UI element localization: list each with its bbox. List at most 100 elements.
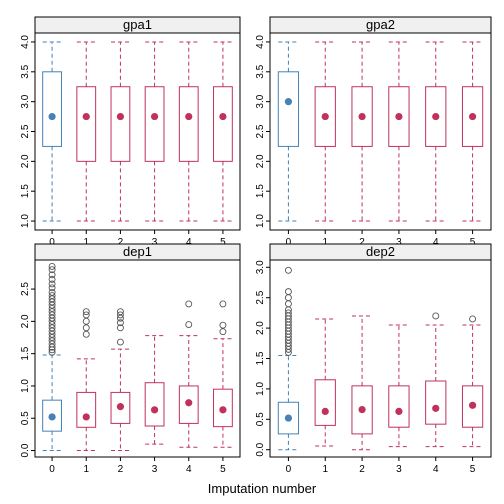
outlier-point bbox=[48, 321, 56, 329]
x-tick-label: 4 bbox=[186, 464, 192, 475]
y-tick-label: 1.0 bbox=[20, 379, 31, 393]
median-point bbox=[82, 413, 90, 421]
x-tick-label: 1 bbox=[322, 237, 328, 248]
outlier-point bbox=[48, 348, 56, 356]
median-point bbox=[219, 406, 227, 414]
median-point bbox=[358, 112, 366, 121]
y-tick-label: 1.0 bbox=[255, 214, 266, 228]
y-tick-label: 3.0 bbox=[255, 260, 266, 274]
median-point bbox=[185, 399, 193, 407]
outlier-point bbox=[48, 288, 56, 296]
median-point bbox=[185, 112, 193, 121]
outlier-point bbox=[284, 266, 292, 274]
box-iqr bbox=[76, 391, 97, 428]
outlier-point bbox=[185, 321, 193, 329]
box-iqr bbox=[425, 380, 447, 425]
y-tick-label: 2.5 bbox=[255, 290, 266, 304]
outlier-point bbox=[82, 324, 90, 332]
outlier-point bbox=[284, 288, 292, 296]
median-point bbox=[432, 404, 440, 412]
y-tick-label: 3.5 bbox=[255, 64, 266, 78]
outlier-point bbox=[48, 292, 56, 299]
panel-title: gpa2 bbox=[366, 17, 395, 32]
median-point bbox=[48, 413, 56, 421]
box-iqr bbox=[110, 391, 131, 424]
outlier-point bbox=[82, 317, 90, 325]
y-tick-label: 2.5 bbox=[20, 282, 31, 296]
outlier-point bbox=[82, 311, 90, 319]
y-tick-label: 0.0 bbox=[255, 442, 266, 456]
x-tick-label: 0 bbox=[286, 464, 292, 475]
outlier-point bbox=[48, 304, 56, 312]
x-tick-label: 5 bbox=[470, 237, 476, 248]
y-tick-label: 2.0 bbox=[255, 321, 266, 335]
outlier-point bbox=[48, 284, 56, 292]
y-tick-label: 1.5 bbox=[255, 184, 266, 198]
y-tick-label: 3.0 bbox=[20, 94, 31, 108]
median-point bbox=[468, 401, 477, 409]
box-iqr bbox=[277, 71, 300, 147]
x-tick-label: 1 bbox=[83, 237, 89, 248]
x-tick-label: 1 bbox=[322, 464, 328, 475]
median-point bbox=[321, 407, 329, 415]
box-iqr bbox=[388, 385, 410, 428]
box-iqr bbox=[351, 86, 373, 147]
panel-frame bbox=[269, 32, 492, 231]
outlier-point bbox=[48, 340, 56, 348]
box-iqr bbox=[178, 86, 199, 162]
box-iqr bbox=[42, 399, 62, 432]
x-tick-label: 3 bbox=[152, 464, 158, 475]
median-point bbox=[150, 112, 159, 121]
x-tick-label: 5 bbox=[220, 464, 226, 475]
x-tick-label: 5 bbox=[470, 464, 476, 475]
box-iqr bbox=[351, 385, 373, 435]
y-tick-label: 1.0 bbox=[20, 214, 31, 228]
outlier-point bbox=[116, 319, 124, 327]
x-tick-label: 3 bbox=[396, 237, 402, 248]
median-point bbox=[284, 98, 293, 106]
outlier-point bbox=[284, 294, 292, 302]
outlier-point bbox=[48, 334, 56, 341]
panel-title: dep2 bbox=[366, 244, 395, 259]
x-tick-label: 4 bbox=[186, 237, 192, 248]
outlier-point bbox=[48, 295, 56, 303]
box-iqr bbox=[110, 86, 131, 162]
y-tick-label: 2.0 bbox=[255, 154, 266, 168]
outlier-point bbox=[284, 309, 292, 317]
panel-title: gpa1 bbox=[123, 17, 152, 32]
panel-frame bbox=[269, 259, 492, 458]
median-point bbox=[150, 406, 159, 414]
panel-frame bbox=[34, 259, 241, 458]
box-iqr bbox=[42, 71, 62, 147]
box-iqr bbox=[213, 86, 233, 162]
y-tick-label: 2.5 bbox=[20, 124, 31, 138]
y-tick-label: 1.0 bbox=[255, 382, 266, 396]
outlier-point bbox=[48, 327, 56, 335]
x-tick-label: 4 bbox=[433, 464, 439, 475]
outlier-point bbox=[116, 311, 124, 319]
box-iqr bbox=[461, 86, 484, 147]
outlier-point bbox=[48, 280, 56, 288]
box-iqr bbox=[144, 86, 165, 162]
x-tick-label: 4 bbox=[433, 237, 439, 248]
box-iqr bbox=[425, 86, 447, 147]
box-iqr bbox=[144, 382, 165, 427]
x-tick-label: 5 bbox=[220, 237, 226, 248]
median-point bbox=[48, 112, 56, 121]
median-point bbox=[219, 112, 227, 121]
box-iqr bbox=[178, 385, 199, 424]
box-iqr bbox=[314, 86, 336, 147]
median-point bbox=[432, 112, 440, 121]
x-tick-label: 2 bbox=[359, 237, 365, 248]
panel-title: dep1 bbox=[123, 244, 152, 259]
y-tick-label: 2.0 bbox=[20, 154, 31, 168]
outlier-point bbox=[82, 308, 90, 316]
y-tick-label: 0.0 bbox=[20, 443, 31, 457]
outlier-point bbox=[48, 263, 56, 270]
median-point bbox=[116, 403, 125, 411]
outlier-point bbox=[469, 315, 477, 323]
x-tick-label: 0 bbox=[49, 237, 55, 248]
outlier-point bbox=[48, 343, 56, 351]
median-point bbox=[395, 112, 403, 121]
outlier-point bbox=[219, 300, 227, 308]
